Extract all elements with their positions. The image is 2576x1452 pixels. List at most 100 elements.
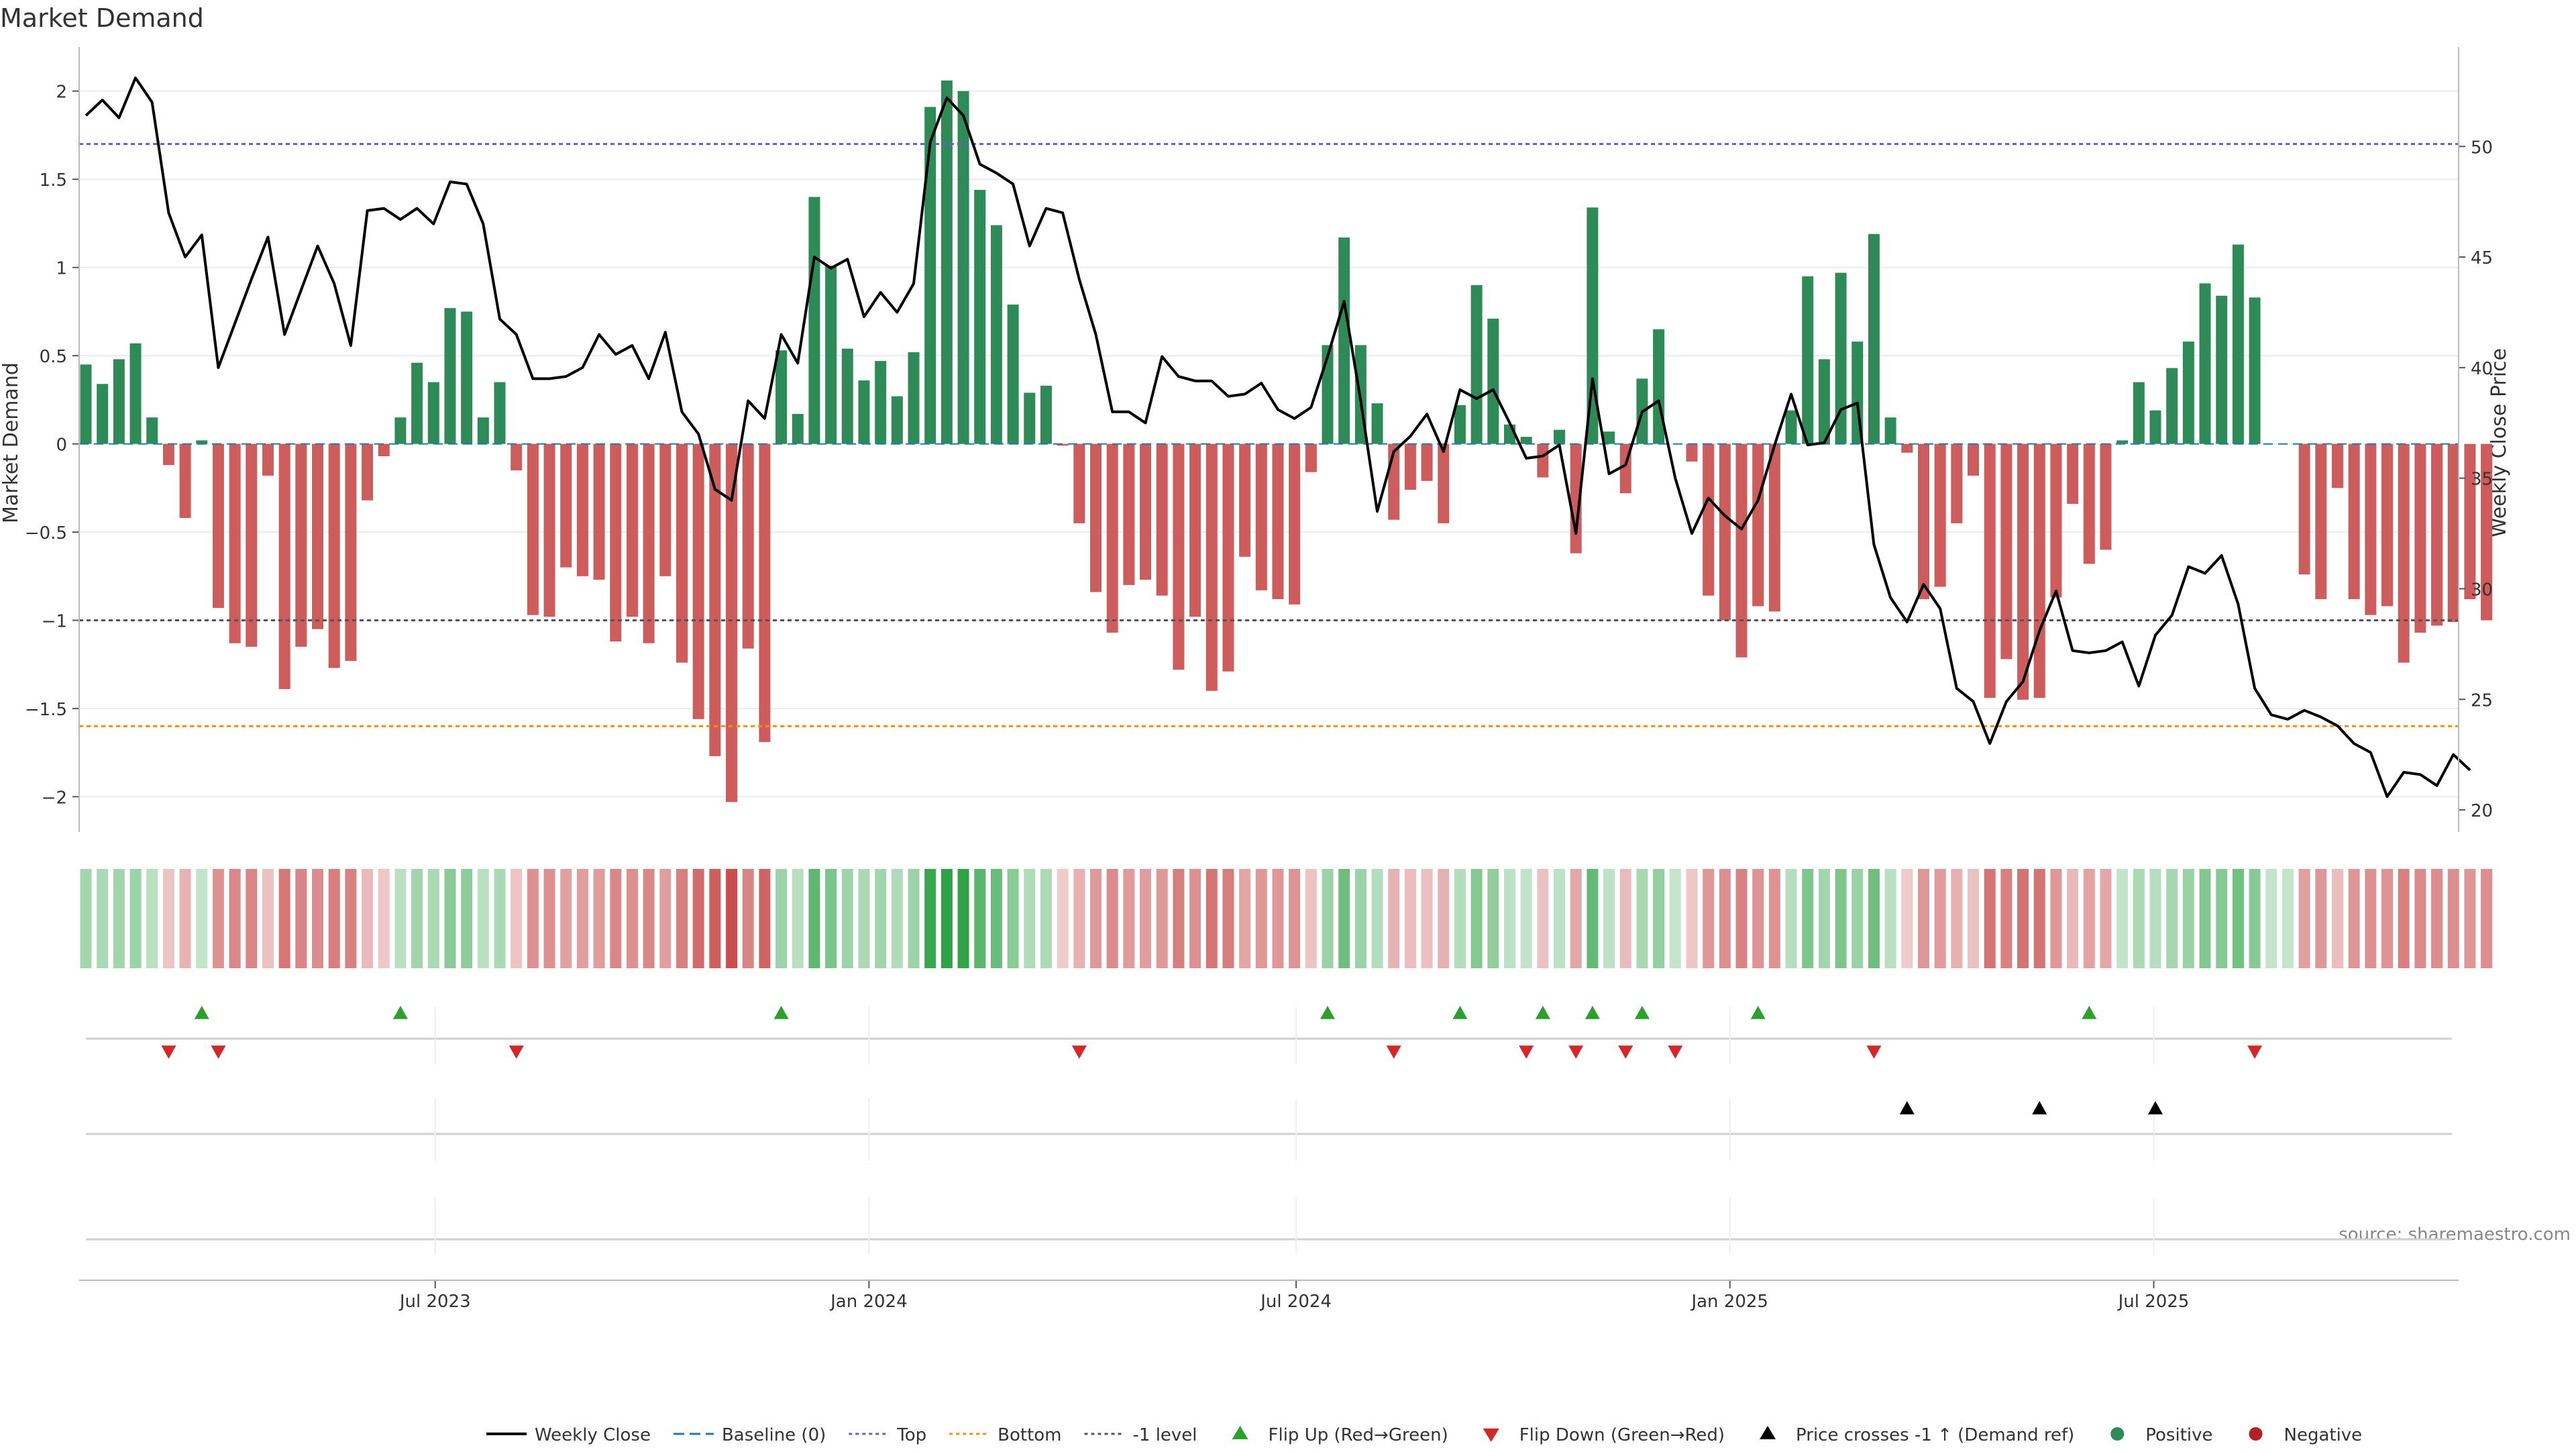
chart-title: Market Demand bbox=[0, 3, 204, 33]
legend-swatch-triangle bbox=[1232, 1426, 1248, 1439]
flip-down-marker bbox=[2247, 1045, 2263, 1059]
bar-negative bbox=[2083, 444, 2095, 564]
heat-strip-cell bbox=[1587, 869, 1599, 968]
heat-strip-cell bbox=[1089, 869, 1102, 968]
heat-strip-cell bbox=[1917, 869, 1929, 968]
heat-strip-cell bbox=[2381, 869, 2394, 968]
heat-strip-cell bbox=[759, 869, 771, 968]
bar-positive bbox=[1024, 393, 1036, 444]
bar-negative bbox=[1735, 444, 1748, 658]
heat-strip-cell bbox=[461, 869, 473, 968]
bar-positive bbox=[875, 361, 887, 444]
heat-strip-cell bbox=[924, 869, 936, 968]
heat-strip-cell bbox=[2017, 869, 2029, 968]
legend-label: Flip Down (Green→Red) bbox=[1519, 1425, 1725, 1445]
y2-tick-label: 40 bbox=[2471, 359, 2493, 379]
heat-strip-cell bbox=[1752, 869, 1764, 968]
legend-label: Price crosses -1 ↑ (Demand ref) bbox=[1796, 1425, 2074, 1445]
heat-strip-cell bbox=[1354, 869, 1366, 968]
bar-negative bbox=[2050, 444, 2062, 598]
heat-strip-cell bbox=[1554, 869, 1566, 968]
bar-positive bbox=[775, 350, 788, 444]
bar-negative bbox=[543, 444, 555, 617]
bar-positive bbox=[1040, 385, 1052, 444]
heat-strip-cell bbox=[246, 869, 258, 968]
y2-tick-label: 30 bbox=[2471, 580, 2493, 600]
bar-negative bbox=[610, 444, 622, 642]
legend-item: Positive bbox=[2110, 1425, 2213, 1445]
heat-strip-cell bbox=[2481, 869, 2493, 968]
heat-strip-cell bbox=[2265, 869, 2277, 968]
heat-strip-cell bbox=[576, 869, 588, 968]
levels-layer bbox=[79, 143, 2459, 727]
heat-strip-cell bbox=[2166, 869, 2178, 968]
y-tick-label: 1.5 bbox=[40, 170, 67, 191]
flip-up-marker bbox=[194, 1006, 209, 1019]
legend-label: -1 level bbox=[1133, 1425, 1197, 1445]
legend-swatch-circle bbox=[2110, 1427, 2125, 1441]
heat-strip-cell bbox=[2298, 869, 2310, 968]
heat-strip-cell bbox=[411, 869, 423, 968]
bar-positive bbox=[1587, 207, 1599, 444]
bar-negative bbox=[1768, 444, 1780, 612]
axes-layer: 2 1.5 1 0.5 0 −0.5 −1 −1.5 −2 50 45 40 35 30 25 20 bbox=[25, 47, 2493, 832]
y2-tick-label: 35 bbox=[2471, 470, 2493, 490]
bar-positive bbox=[1884, 417, 1896, 444]
bar-positive bbox=[891, 396, 903, 444]
bar-positive bbox=[2216, 295, 2228, 444]
heat-strip-cell bbox=[162, 869, 174, 968]
heat-strip-cell bbox=[129, 869, 142, 968]
bar-negative bbox=[759, 444, 771, 742]
bar-positive bbox=[2116, 440, 2129, 444]
bar-positive bbox=[1554, 429, 1566, 444]
cross-up-marker bbox=[2032, 1101, 2047, 1114]
heat-strip-cell bbox=[891, 869, 903, 968]
bar-negative bbox=[1752, 444, 1764, 607]
heat-strip-cell bbox=[1438, 869, 1450, 968]
bar-positive bbox=[908, 352, 920, 444]
y-tick-label: 1 bbox=[56, 259, 67, 279]
heat-strip-cell bbox=[2331, 869, 2343, 968]
bar-positive bbox=[113, 359, 125, 444]
heat-strip-cell bbox=[875, 869, 887, 968]
bar-negative bbox=[1239, 444, 1251, 557]
bar-positive bbox=[477, 417, 489, 444]
heat-strip-cell bbox=[2100, 869, 2112, 968]
heat-strip-cell bbox=[2232, 869, 2244, 968]
heat-strip-cell bbox=[2431, 869, 2443, 968]
heat-strip-cell bbox=[295, 869, 307, 968]
heat-strip-cell bbox=[2149, 869, 2161, 968]
bar-positive bbox=[2199, 283, 2211, 444]
heat-strip-cell bbox=[1305, 869, 1317, 968]
bar-negative bbox=[246, 444, 258, 647]
bar-negative bbox=[2365, 444, 2377, 615]
bar-negative bbox=[2447, 444, 2459, 623]
bar-negative bbox=[345, 444, 357, 661]
bar-positive bbox=[825, 266, 837, 444]
heat-strip-cell bbox=[974, 869, 986, 968]
heat-strip-cell bbox=[1686, 869, 1698, 968]
flip-down-marker bbox=[1519, 1045, 1534, 1059]
x-tick-label: Jul 2025 bbox=[2117, 1292, 2190, 1312]
heat-strip-cell bbox=[2365, 869, 2377, 968]
flip-up-marker bbox=[1320, 1006, 1335, 1019]
heat-strip-cell bbox=[610, 869, 622, 968]
legend-label: Weekly Close bbox=[535, 1425, 651, 1445]
flip-down-marker bbox=[1668, 1045, 1683, 1059]
heat-strip-cell bbox=[1239, 869, 1251, 968]
y-tick-label: −2 bbox=[42, 788, 67, 808]
flip-down-marker bbox=[1568, 1045, 1584, 1059]
heat-strip-cell bbox=[1106, 869, 1118, 968]
heat-strip-cell bbox=[2033, 869, 2045, 968]
heat-strip-cell bbox=[444, 869, 456, 968]
heat-strip-cell bbox=[2050, 869, 2062, 968]
bar-negative bbox=[1123, 444, 1135, 585]
bar-positive bbox=[97, 384, 109, 444]
heat-strip-cell bbox=[1470, 869, 1483, 968]
heat-strip-cell bbox=[1454, 869, 1466, 968]
heat-strip-cell bbox=[262, 869, 274, 968]
grid-layer bbox=[79, 90, 2459, 798]
y2-tick-label: 45 bbox=[2471, 248, 2493, 268]
heat-strip-cell bbox=[196, 869, 208, 968]
